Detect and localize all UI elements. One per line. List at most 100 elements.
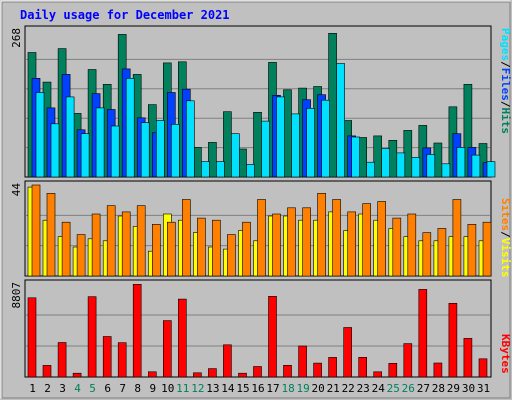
kbytes-bar-day-23 — [358, 356, 368, 378]
legend-hits: Hits — [499, 108, 512, 135]
hits-bar-day-28 — [433, 142, 443, 178]
sites-bar-day-2 — [46, 193, 56, 277]
kbytes-bar-day-28 — [433, 362, 443, 378]
sites-bar-day-19 — [302, 207, 311, 277]
pages-bar-day-5 — [95, 107, 105, 178]
pages-bar-day-23 — [366, 161, 376, 178]
plot-area-kbytes — [24, 279, 492, 378]
sites-bar-day-9 — [152, 224, 161, 277]
kbytes-bar-day-19 — [298, 345, 307, 378]
sites-bar-day-18 — [287, 207, 296, 277]
pages-bar-day-11 — [186, 100, 195, 178]
x-tick-label-day-24: 24 — [372, 382, 386, 395]
legend-kbytes: KBytes — [499, 334, 512, 374]
pages-bar-day-4 — [80, 133, 90, 178]
bars-visits-sites — [27, 184, 492, 277]
x-tick-label-day-18: 18 — [281, 382, 294, 395]
sites-bar-day-31 — [482, 221, 492, 277]
sites-bar-day-29 — [452, 199, 462, 277]
pages-bar-day-26 — [411, 157, 421, 178]
sites-bar-day-25 — [392, 217, 402, 277]
sites-bar-day-22 — [347, 211, 357, 277]
pages-bar-day-6 — [110, 125, 120, 178]
panel-visits-sites: 44 Sites/Visits — [10, 180, 512, 278]
pages-bar-day-14 — [231, 133, 240, 178]
x-tick-label-day-12: 12 — [191, 382, 204, 395]
pages-bar-day-16 — [261, 120, 270, 178]
x-tick-label-day-31: 31 — [477, 382, 490, 395]
panel-hits-files-pages: 268 Pages/Files/Hits — [10, 25, 512, 178]
kbytes-bar-day-8 — [132, 283, 142, 378]
pages-bar-day-13 — [216, 161, 225, 178]
x-tick-label-day-6: 6 — [104, 382, 111, 395]
kbytes-bar-day-11 — [178, 298, 187, 378]
pages-bar-day-1 — [35, 92, 45, 178]
x-tick-label-day-4: 4 — [74, 382, 81, 395]
legend-sep1: / — [499, 61, 512, 68]
x-tick-label-day-19: 19 — [296, 382, 309, 395]
pages-bar-day-31 — [486, 161, 496, 178]
x-tick-label-day-1: 1 — [29, 382, 36, 395]
sites-bar-day-11 — [182, 199, 191, 277]
pages-bar-day-28 — [441, 163, 451, 178]
kbytes-bar-day-14 — [223, 344, 232, 378]
legend-visits: Visits — [499, 238, 512, 278]
bars-kbytes — [27, 283, 488, 378]
x-tick-label-day-8: 8 — [134, 382, 141, 395]
pages-bar-day-20 — [321, 99, 330, 178]
sites-bar-day-15 — [242, 221, 251, 277]
kbytes-bar-day-1 — [27, 297, 37, 378]
sites-bar-day-7 — [121, 211, 131, 277]
pages-bar-day-15 — [246, 164, 255, 178]
sites-bar-day-4 — [76, 234, 86, 277]
x-tick-label-day-22: 22 — [342, 382, 355, 395]
x-tick-label-day-17: 17 — [266, 382, 279, 395]
sites-bar-day-28 — [437, 228, 447, 277]
legend-visits-sites: Sites/Visits — [499, 198, 512, 278]
sites-bar-day-21 — [332, 199, 341, 277]
x-tick-label-day-23: 23 — [357, 382, 370, 395]
kbytes-bar-day-30 — [463, 338, 473, 378]
x-tick-label-day-21: 21 — [327, 382, 340, 395]
kbytes-bar-day-31 — [478, 358, 488, 378]
x-tick-label-day-5: 5 — [89, 382, 96, 395]
x-tick-label-day-3: 3 — [59, 382, 66, 395]
sites-bar-day-13 — [212, 219, 221, 277]
kbytes-bar-day-15 — [238, 372, 247, 378]
hits-bar-day-13 — [208, 142, 217, 178]
x-tick-label-day-30: 30 — [462, 382, 475, 395]
hits-bar-day-15 — [238, 148, 247, 178]
pages-bar-day-3 — [65, 96, 75, 178]
x-tick-label-day-15: 15 — [236, 382, 249, 395]
legend-sep2: / — [499, 101, 512, 108]
sites-bar-day-23 — [362, 203, 372, 277]
kbytes-bar-day-12 — [193, 372, 202, 378]
x-tick-label-day-14: 14 — [221, 382, 235, 395]
x-tick-label-day-2: 2 — [44, 382, 51, 395]
pages-bar-day-10 — [171, 124, 180, 178]
x-tick-label-day-25: 25 — [387, 382, 400, 395]
kbytes-bar-day-10 — [163, 320, 172, 378]
kbytes-bar-day-13 — [208, 368, 217, 378]
x-tick-label-day-10: 10 — [161, 382, 174, 395]
legend-hits-files-pages: Pages/Files/Hits — [499, 28, 512, 134]
kbytes-bar-day-27 — [418, 289, 428, 378]
x-tick-label-day-16: 16 — [251, 382, 264, 395]
x-axis-day-labels: 1 2 3 4 5 6 7 8 9 10 11 12 13 14 15 16 17 18 19 20 21 22 23 24 2… — [29, 382, 490, 395]
pages-bar-day-2 — [50, 123, 60, 178]
x-tick-label-day-20: 20 — [311, 382, 324, 395]
sites-bar-day-14 — [227, 234, 236, 277]
pages-bar-day-24 — [381, 148, 391, 178]
bars-hits-files-pages — [27, 32, 496, 178]
pages-bar-day-18 — [291, 113, 300, 178]
sites-bar-day-20 — [317, 193, 326, 277]
kbytes-bar-day-5 — [87, 296, 97, 378]
legend-sites: Sites — [499, 198, 512, 231]
sites-bar-day-16 — [257, 199, 266, 277]
pages-bar-day-19 — [306, 108, 315, 178]
kbytes-bar-day-6 — [102, 336, 112, 378]
kbytes-bar-day-21 — [328, 357, 337, 378]
sites-bar-day-8 — [136, 205, 146, 277]
pages-bar-day-9 — [156, 120, 165, 178]
